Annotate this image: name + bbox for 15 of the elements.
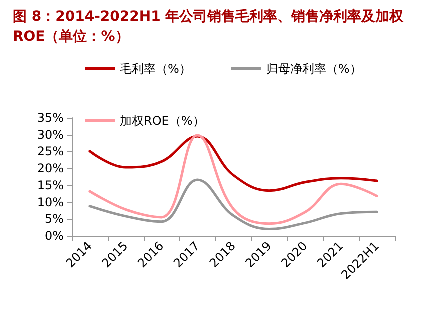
chart-title: 图 8：2014-2022H1 年公司销售毛利率、销售净利率及加权ROE（单位：%） [13, 8, 405, 45]
line-series [88, 134, 378, 226]
line-series [88, 135, 378, 192]
legend-label: 加权ROE（%） [120, 114, 205, 128]
y-tick-label: 15% [37, 178, 64, 192]
y-tick-label: 0% [44, 229, 64, 243]
y-tick-label: 5% [44, 212, 64, 226]
line-series [88, 178, 378, 231]
legend-label: 归母净利率（%） [266, 62, 362, 76]
y-tick-label: 35% [37, 111, 64, 125]
y-tick-label: 10% [37, 195, 64, 210]
y-tick-label: 20% [37, 162, 64, 176]
y-tick-label: 25% [37, 144, 64, 159]
legend-label: 毛利率（%） [120, 62, 192, 76]
y-tick-label: 30% [37, 128, 64, 142]
